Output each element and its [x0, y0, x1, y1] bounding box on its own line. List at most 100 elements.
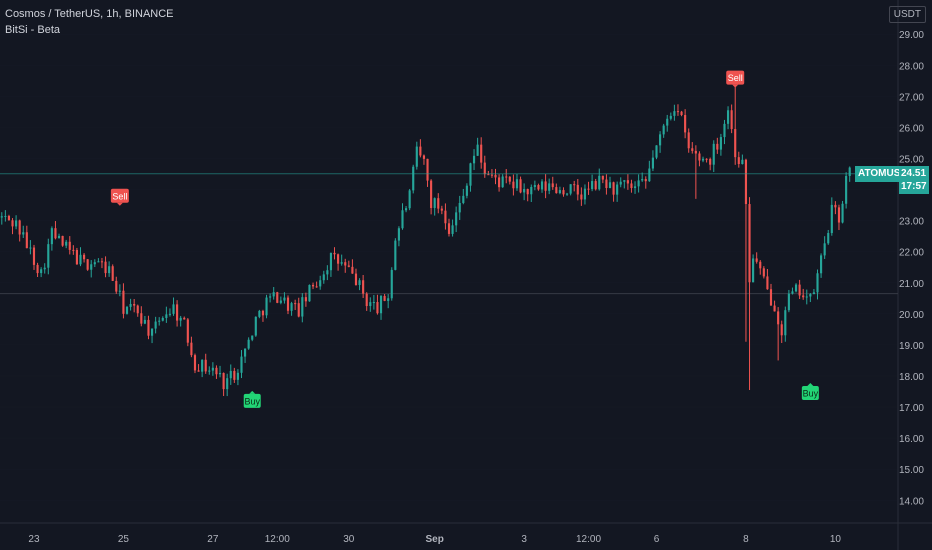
candle-body — [122, 290, 125, 314]
candle-body — [841, 203, 844, 223]
candle-body — [286, 297, 290, 311]
candle-body — [319, 280, 322, 287]
candle-body — [97, 261, 100, 263]
last-price-value: 24.51 — [901, 167, 927, 179]
candle-body — [848, 167, 851, 176]
candle-body — [651, 157, 655, 169]
indicator-name: BitSi - Beta — [5, 24, 61, 36]
candle-body — [47, 244, 50, 268]
candle-body — [176, 304, 179, 321]
y-tick-label: 29.00 — [899, 30, 924, 41]
candle-body — [397, 228, 400, 241]
signal-pointer — [732, 84, 739, 88]
candle-body — [759, 261, 762, 269]
candle-body — [773, 305, 776, 312]
candle-body — [633, 186, 637, 189]
candle-body — [820, 255, 823, 274]
candle-body — [365, 293, 368, 307]
candle-body — [15, 220, 18, 227]
candle-body — [766, 276, 769, 290]
candle-body — [143, 319, 146, 324]
candle-body — [698, 153, 701, 161]
candle-body — [798, 284, 801, 296]
candle-body — [79, 254, 82, 265]
candle-body — [845, 175, 848, 204]
x-tick-label: 23 — [28, 534, 40, 545]
candle-body — [458, 202, 461, 213]
candle-body — [4, 215, 7, 217]
candle-body — [730, 110, 733, 130]
y-tick-label: 25.00 — [899, 154, 924, 165]
y-tick-label: 20.00 — [899, 310, 924, 321]
candle-body — [630, 183, 633, 189]
sell-signal: Sell — [726, 70, 745, 88]
candle-body — [258, 310, 261, 317]
currency-badge[interactable]: USDT — [888, 6, 926, 23]
candle-body — [709, 158, 712, 165]
candle-body — [494, 174, 497, 178]
candle-body — [540, 181, 544, 190]
x-tick-label: 25 — [118, 534, 130, 545]
signal-label: Buy — [803, 389, 819, 399]
candle-body — [762, 268, 765, 277]
candle-body — [208, 370, 211, 372]
candle-body — [43, 267, 46, 270]
candle-body — [669, 115, 672, 119]
candle-body — [755, 258, 758, 262]
candle-body — [433, 198, 436, 208]
candle-body — [36, 264, 39, 274]
candle-body — [65, 241, 68, 246]
candle-body — [701, 158, 705, 161]
candle-body — [605, 179, 608, 189]
candle-body — [748, 204, 751, 283]
y-tick-label: 18.00 — [899, 372, 924, 383]
candle-body — [354, 273, 358, 286]
candle-body — [837, 207, 841, 223]
candle-body — [437, 198, 440, 209]
candle-body — [716, 143, 719, 150]
y-tick-label: 17.00 — [899, 403, 924, 414]
candle-body — [301, 297, 304, 317]
candle-body — [322, 274, 325, 281]
candle-body — [526, 189, 529, 195]
y-tick-label: 21.00 — [899, 279, 924, 290]
candle-body — [372, 302, 375, 304]
candle-body — [376, 302, 379, 314]
candle-body — [565, 193, 569, 195]
candle-body — [666, 118, 669, 126]
candle-body — [498, 177, 501, 188]
candle-body — [777, 311, 780, 325]
candle-body — [515, 179, 519, 189]
candle-body — [18, 220, 21, 235]
candle-body — [576, 184, 579, 195]
signal-label: Sell — [112, 191, 127, 201]
candle-body — [193, 355, 197, 371]
candle-body — [251, 335, 254, 340]
candle-body — [211, 367, 214, 371]
buy-signal: Buy — [243, 390, 261, 408]
candle-body — [501, 176, 504, 188]
signal-box — [110, 188, 129, 203]
candle-body — [40, 269, 43, 274]
candle-body — [304, 297, 307, 302]
candle-body — [136, 305, 139, 314]
candle-body — [11, 220, 14, 227]
candle-body — [591, 181, 594, 190]
candle-body — [236, 372, 239, 380]
candle-body — [83, 254, 86, 260]
candle-body — [430, 180, 433, 208]
candle-body — [344, 262, 347, 266]
candle-body — [548, 183, 551, 191]
candle-body — [297, 303, 300, 317]
candle-body — [626, 180, 629, 184]
candle-body — [537, 185, 540, 190]
candle-body — [505, 176, 508, 178]
candle-body — [805, 296, 808, 298]
candle-body — [512, 181, 515, 189]
candle-body — [648, 168, 651, 182]
candle-body — [383, 295, 386, 301]
candle-body — [204, 359, 207, 372]
candle-body — [827, 233, 830, 244]
candle-body — [140, 313, 143, 324]
